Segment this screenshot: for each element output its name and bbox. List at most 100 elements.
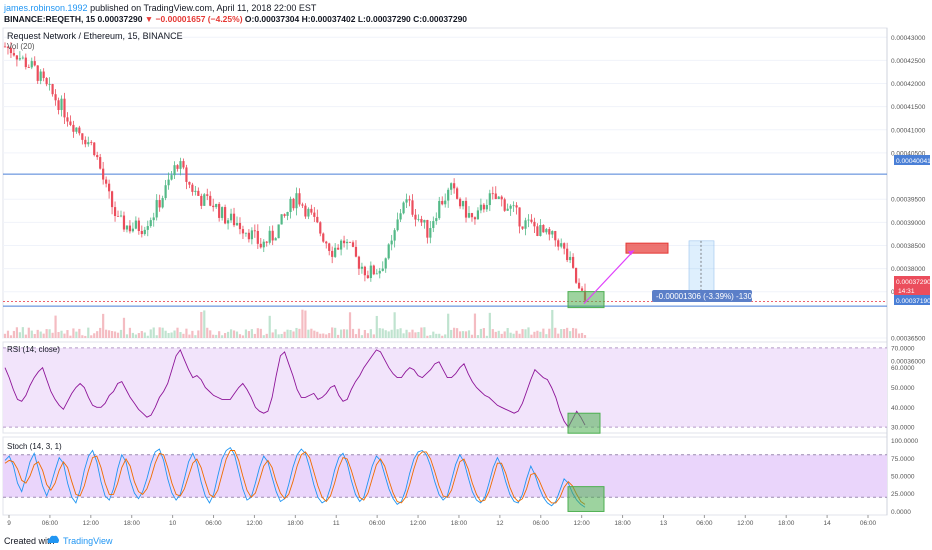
author-link[interactable]: james.robinson.1992 (4, 3, 88, 13)
candle-body (420, 218, 423, 223)
volume-bar (340, 329, 343, 338)
price-tick-label: 0.00042500 (891, 58, 926, 65)
candle-body (200, 195, 203, 206)
volume-bar (378, 328, 381, 338)
time-tick-label: 06:00 (696, 520, 713, 527)
volume-bar (54, 315, 57, 338)
candle-body (113, 207, 117, 216)
chart-canvas[interactable]: 0.00043000 0.00042500 0.00042000 0.00041500… (0, 27, 932, 532)
volume-bar (66, 330, 69, 338)
volume-bar (173, 330, 176, 338)
volume-bar (45, 329, 48, 338)
candle-body (18, 58, 21, 60)
candle-body (402, 202, 405, 214)
volume-bars (3, 309, 587, 338)
candle-body (96, 155, 99, 158)
volume-bar (6, 330, 10, 338)
volume-bar (125, 334, 129, 338)
candle-body (87, 142, 90, 145)
volume-bar (235, 331, 239, 338)
volume-bar (250, 329, 253, 338)
stoch-green-box[interactable] (567, 486, 605, 512)
candle-body (110, 191, 114, 208)
volume-bar (280, 333, 283, 338)
candle-body (429, 228, 432, 238)
volume-bar (548, 328, 551, 338)
volume-bar (411, 329, 414, 338)
candle-body (188, 181, 191, 185)
countdown-tag: 14:31 (894, 286, 930, 295)
candle-body (176, 165, 179, 169)
candle-body (253, 230, 256, 232)
time-tick-label: 18:00 (614, 520, 631, 527)
time-tick-label: 11 (333, 520, 340, 527)
volume-bar (75, 331, 78, 338)
price-tick-label: 0.00038000 (891, 266, 926, 273)
candle-body (473, 217, 477, 220)
candle-body (12, 53, 16, 56)
price-tick-label: 0.00043000 (891, 35, 926, 42)
green-entry-box[interactable] (567, 291, 605, 309)
candle-body (268, 230, 271, 243)
candle-body (577, 282, 581, 289)
candle-body (102, 168, 105, 180)
candle-body (36, 65, 39, 81)
volume-bar (84, 335, 87, 338)
volume-bar (577, 333, 581, 338)
candle-body (441, 200, 444, 205)
time-tick-label: 12:00 (246, 520, 263, 527)
price-tick-label: 0.00040500 (891, 150, 926, 157)
candle-body (539, 225, 542, 236)
volume-bar (509, 332, 512, 338)
volume-bar (554, 327, 557, 338)
volume-bar (146, 335, 149, 338)
candle-body (244, 232, 248, 234)
volume-bar (583, 335, 587, 338)
candle-body (453, 183, 456, 189)
candle-body (146, 226, 149, 230)
candle-body (167, 179, 170, 186)
volume-bar (224, 333, 227, 338)
volume-bar (518, 333, 521, 338)
candle-body (316, 216, 319, 223)
volume-bar (396, 329, 399, 338)
candle-body (384, 258, 387, 269)
volume-bar (30, 330, 33, 338)
volume-bar (345, 329, 349, 338)
measurement-bg (652, 290, 752, 302)
volume-bar (301, 309, 304, 338)
stoch-tick-label: 75.0000 (891, 456, 915, 463)
candle-body (574, 267, 578, 283)
rsi-tick-label: 50.0000 (891, 385, 915, 392)
candle-body (164, 185, 167, 199)
time-tick-label: 06:00 (533, 520, 550, 527)
candle-body (417, 218, 420, 220)
projection-arrow[interactable] (583, 249, 635, 305)
tradingview-brand[interactable]: TradingView (63, 536, 113, 546)
candle-body (569, 256, 572, 261)
volume-bar (503, 331, 506, 338)
time-axis[interactable]: 9 06:00 12:00 18:00 10 06:00 12:00 18:00 11 06:00… (7, 515, 877, 527)
volume-bar (337, 334, 340, 338)
volume-bar (328, 333, 331, 338)
red-target-box[interactable] (625, 242, 669, 254)
volume-bar (357, 328, 361, 338)
time-tick-label: 12 (496, 520, 504, 527)
time-tick-label: 9 (7, 520, 11, 527)
candle-body (3, 46, 7, 48)
candle-body (226, 220, 230, 224)
time-tick-label: 12:00 (574, 520, 591, 527)
countdown-bg (894, 286, 930, 295)
candle-body (6, 46, 10, 48)
volume-bar (360, 335, 364, 338)
rsi-green-box[interactable] (567, 412, 601, 434)
volume-bar (515, 330, 518, 338)
volume-bar (27, 327, 30, 338)
stoch-band (3, 454, 887, 498)
stoch-pane: 100.0000 75.0000 50.0000 25.0000 0.0000 (3, 438, 918, 516)
volume-bar (215, 334, 218, 338)
candle-body (170, 175, 173, 180)
volume-bar (441, 335, 444, 338)
volume-bar (494, 331, 497, 338)
candle-body (500, 196, 503, 200)
